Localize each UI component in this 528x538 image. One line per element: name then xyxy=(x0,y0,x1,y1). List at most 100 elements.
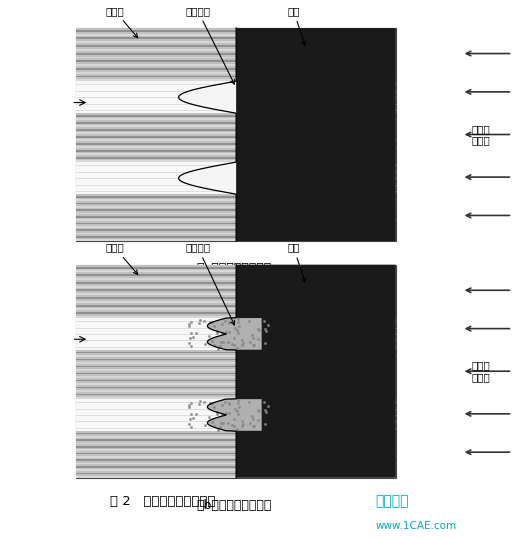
Bar xyxy=(77,459,396,461)
Bar xyxy=(77,439,396,441)
Bar xyxy=(77,271,396,272)
Bar xyxy=(77,64,396,66)
Polygon shape xyxy=(208,265,396,478)
Bar xyxy=(77,122,396,124)
Bar xyxy=(77,433,396,434)
Bar xyxy=(77,362,396,364)
Bar xyxy=(77,305,396,307)
Text: 纤维丝: 纤维丝 xyxy=(106,243,138,274)
Bar xyxy=(77,352,396,353)
Bar xyxy=(77,136,396,138)
Polygon shape xyxy=(178,28,396,241)
Bar xyxy=(77,220,396,221)
Bar xyxy=(77,199,396,201)
Bar xyxy=(77,194,396,241)
Bar xyxy=(77,350,396,399)
Bar xyxy=(77,436,396,437)
Bar xyxy=(77,68,396,70)
Bar xyxy=(77,286,396,287)
Bar xyxy=(77,443,396,444)
Bar xyxy=(77,383,396,385)
Text: 流动前沿: 流动前沿 xyxy=(185,243,234,325)
Bar xyxy=(77,376,396,378)
Bar xyxy=(77,28,396,81)
Bar xyxy=(77,28,396,241)
Bar xyxy=(77,38,396,39)
Text: 树脂: 树脂 xyxy=(287,243,306,282)
Bar xyxy=(77,56,396,59)
Polygon shape xyxy=(178,81,236,113)
Bar xyxy=(77,49,396,51)
Bar xyxy=(77,53,396,55)
Bar xyxy=(77,143,396,145)
Bar xyxy=(77,150,396,152)
Text: 纤维丝: 纤维丝 xyxy=(106,6,138,38)
Bar xyxy=(77,282,396,284)
Text: 流动前沿: 流动前沿 xyxy=(185,6,234,84)
Bar xyxy=(77,213,396,214)
Bar xyxy=(77,399,396,431)
Bar xyxy=(77,466,396,468)
Bar xyxy=(77,209,396,211)
Bar xyxy=(77,316,396,318)
Bar xyxy=(77,312,396,314)
Bar xyxy=(77,473,396,475)
Bar xyxy=(77,431,396,478)
Bar xyxy=(77,45,396,47)
Bar xyxy=(77,79,396,81)
Bar xyxy=(77,394,396,395)
Polygon shape xyxy=(208,318,262,350)
Bar xyxy=(77,390,396,392)
Bar xyxy=(77,118,396,120)
Text: （b）小气泡形成机制: （b）小气泡形成机制 xyxy=(196,499,271,512)
Bar xyxy=(77,278,396,280)
Text: 树脂流
动方向: 树脂流 动方向 xyxy=(472,124,491,145)
Bar xyxy=(77,202,396,204)
Bar xyxy=(77,308,396,310)
Bar xyxy=(77,452,396,454)
Bar xyxy=(77,449,396,451)
Polygon shape xyxy=(208,399,262,431)
Bar xyxy=(77,139,396,141)
Bar xyxy=(77,229,396,231)
Polygon shape xyxy=(178,162,236,194)
Bar xyxy=(77,355,396,357)
Bar xyxy=(77,297,396,299)
Bar xyxy=(77,41,396,43)
Bar xyxy=(77,301,396,303)
Bar xyxy=(77,476,396,478)
Bar xyxy=(77,318,396,350)
Bar xyxy=(77,81,396,113)
Bar xyxy=(77,456,396,458)
Bar xyxy=(77,30,396,32)
Bar xyxy=(77,115,396,117)
Bar xyxy=(77,373,396,374)
Text: （a）大气泡形成机制: （a）大气泡形成机制 xyxy=(196,263,271,275)
Bar xyxy=(77,366,396,367)
Bar xyxy=(77,274,396,276)
Bar xyxy=(77,359,396,360)
Bar xyxy=(77,132,396,134)
Bar xyxy=(77,236,396,238)
Bar xyxy=(77,463,396,464)
Bar xyxy=(77,293,396,295)
Text: www.1CAE.com: www.1CAE.com xyxy=(375,521,457,531)
Text: 图 2   气泡形成机制示意图: 图 2 气泡形成机制示意图 xyxy=(110,495,215,508)
Bar xyxy=(77,162,396,194)
Bar xyxy=(77,267,396,268)
Bar xyxy=(77,153,396,155)
Bar xyxy=(77,146,396,148)
Bar xyxy=(77,289,396,292)
Bar xyxy=(77,75,396,77)
Bar xyxy=(77,239,396,241)
Bar xyxy=(77,72,396,74)
Bar xyxy=(77,60,396,62)
Bar xyxy=(77,113,396,162)
Bar xyxy=(77,223,396,224)
Bar xyxy=(77,129,396,131)
Bar xyxy=(77,125,396,127)
Bar xyxy=(77,387,396,388)
Bar xyxy=(77,216,396,217)
Bar xyxy=(77,265,396,478)
Text: 树脂流
动方向: 树脂流 动方向 xyxy=(472,360,491,382)
